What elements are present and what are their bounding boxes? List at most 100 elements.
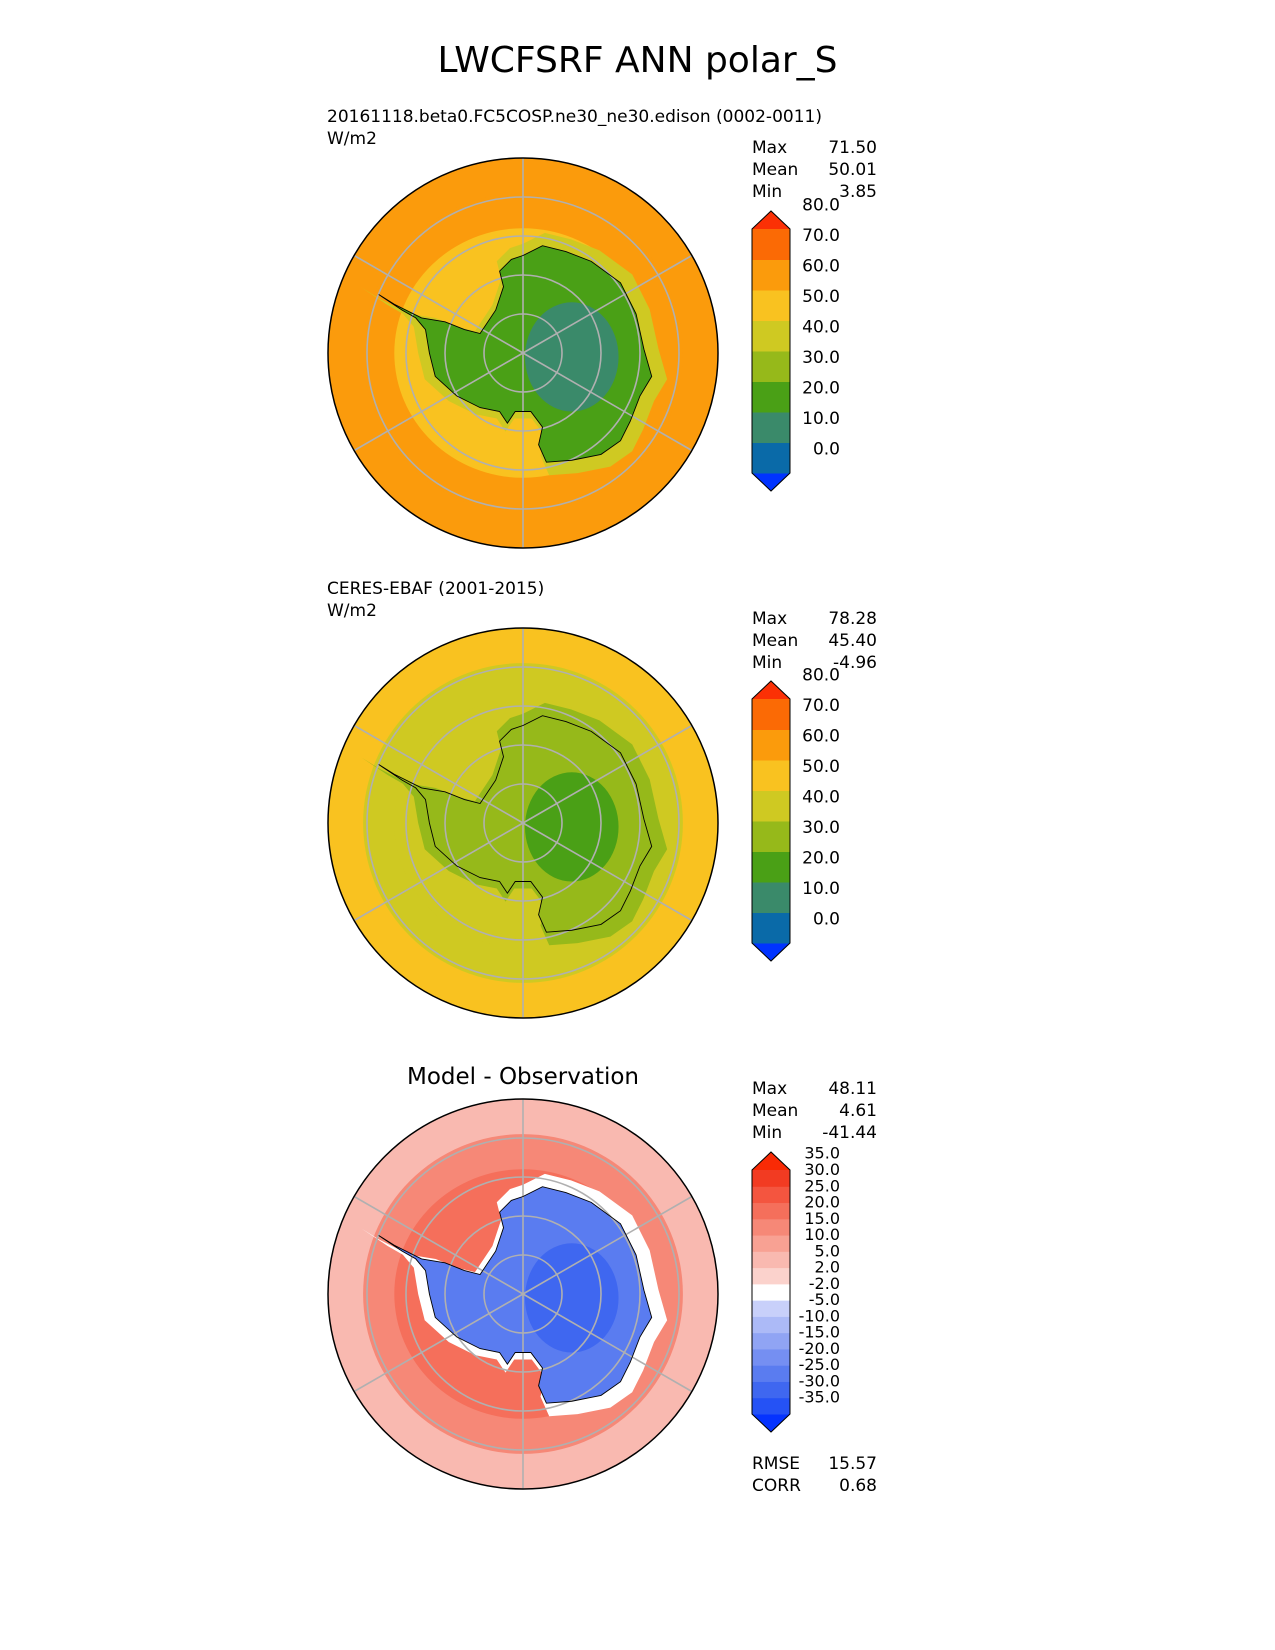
colorbar-extend-max <box>752 1152 790 1170</box>
stat-max-value: 78.28 <box>828 609 877 629</box>
colorbar-tick-label: -20.0 <box>799 1339 840 1358</box>
colorbar-swatch <box>752 442 790 474</box>
colorbar-swatch <box>752 381 790 413</box>
colorbar-swatch <box>752 760 790 791</box>
panel-2-title: CERES-EBAF (2001-2015) <box>327 579 545 599</box>
colorbar-tick-label: 40.0 <box>802 318 840 338</box>
meridian-line <box>353 724 524 824</box>
field-east-plateau <box>524 302 619 412</box>
graticule <box>353 158 693 548</box>
map-field <box>328 1099 718 1489</box>
colorbar-tick-label: 40.0 <box>802 788 840 808</box>
panel-2-colorbar: 0.0 10.0 20.0 30.0 40.0 50.0 60.0 70.0 80.0 <box>751 666 840 962</box>
colorbar-swatch <box>752 320 790 352</box>
colorbar-swatch <box>752 821 790 852</box>
colorbar-tick-label: 20.0 <box>804 1193 840 1212</box>
meridian-line <box>522 1195 693 1295</box>
colorbar-tick-label: 60.0 <box>802 257 840 277</box>
colorbar-tick-label: -10.0 <box>799 1306 840 1325</box>
panel-3-metrics: RMSE 15.57 CORR 0.68 <box>752 1453 877 1497</box>
stat-min-value: -4.96 <box>833 653 877 673</box>
map-field <box>328 158 718 548</box>
colorbar-tick-label: 60.0 <box>802 727 840 747</box>
colorbar-tick-label: -25.0 <box>799 1355 840 1374</box>
panel-2-polar-map <box>327 627 719 1019</box>
colorbar-outline <box>751 1151 791 1433</box>
colorbar-tick-label: 10.0 <box>802 879 840 899</box>
colorbar-tick-label: -15.0 <box>799 1323 840 1342</box>
coastline <box>378 245 653 463</box>
panel-2-stats: Max 78.28 Mean 45.40 Min -4.96 <box>752 608 877 674</box>
colorbar-swatch <box>752 259 790 291</box>
panel-3-colorbar: -35.0-30.0-25.0-20.0-15.0-10.0-5.0-2.02.… <box>751 1144 840 1433</box>
colorbar-swatch <box>752 790 790 822</box>
stat-max-label: Max <box>752 609 788 629</box>
corr-value: 0.68 <box>839 1476 877 1496</box>
panel-3-stats: Max 48.11 Mean 4.61 Min -41.44 <box>752 1078 877 1144</box>
colorbar-tick-label: -35.0 <box>799 1388 840 1407</box>
panel-1-units: W/m2 <box>327 129 377 149</box>
colorbar-swatch <box>752 1251 790 1269</box>
colorbar-tick-label: 0.0 <box>813 440 840 460</box>
colorbar-swatch <box>752 1365 790 1382</box>
colorbar-tick-label: -30.0 <box>799 1371 840 1390</box>
colorbar-swatch <box>752 1202 790 1220</box>
colorbar-tick-label: 70.0 <box>802 696 840 716</box>
colorbar-tick-label: 50.0 <box>802 287 840 307</box>
colorbar-tick-label: 35.0 <box>804 1144 840 1163</box>
colorbar-outline <box>751 210 791 492</box>
stat-min-label: Min <box>752 1123 783 1143</box>
colorbar-swatch <box>752 1283 790 1301</box>
colorbar-swatch <box>752 229 790 260</box>
colorbar-tick-label: -2.0 <box>809 1274 840 1293</box>
stat-mean-label: Mean <box>752 160 799 180</box>
colorbar-tick-label: 80.0 <box>802 196 840 216</box>
colorbar-tick-label: 80.0 <box>802 666 840 686</box>
colorbar-tick-label: 30.0 <box>802 348 840 368</box>
meridian-line <box>522 724 693 824</box>
colorbar-tick-label: 70.0 <box>802 226 840 246</box>
colorbar-swatch <box>752 1332 790 1350</box>
field-east-plateau <box>524 1243 619 1353</box>
colorbar-swatch <box>752 412 790 443</box>
colorbar-tick-label: 30.0 <box>804 1160 840 1179</box>
map-boundary <box>327 157 719 549</box>
meridian-line <box>522 1293 693 1393</box>
colorbar-tick-label: -5.0 <box>809 1290 840 1309</box>
map-boundary <box>327 627 719 1019</box>
stat-min-label: Min <box>752 653 783 673</box>
meridian-line <box>353 822 524 922</box>
colorbar-extend-min <box>752 1414 790 1432</box>
colorbar-swatch <box>752 1267 790 1285</box>
colorbar-tick-label: 30.0 <box>802 818 840 838</box>
colorbar-tick-label: 10.0 <box>802 409 840 429</box>
panel-3-title: Model - Observation <box>406 1064 640 1090</box>
colorbar-tick-label: 10.0 <box>804 1225 840 1244</box>
meridian-line <box>522 352 693 452</box>
stat-min-value: 3.85 <box>839 182 877 202</box>
colorbar-swatch <box>752 1316 790 1334</box>
stat-mean-value: 50.01 <box>828 160 877 180</box>
stat-mean-label: Mean <box>752 631 799 651</box>
colorbar-tick-label: 25.0 <box>804 1176 840 1195</box>
colorbar-swatch <box>752 1300 790 1317</box>
colorbar-tick-label: 50.0 <box>802 757 840 777</box>
map-boundary <box>327 1098 719 1490</box>
panel-1-colorbar: 0.0 10.0 20.0 30.0 40.0 50.0 60.0 70.0 80.0 <box>751 196 840 492</box>
colorbar-tick-label: 5.0 <box>815 1241 840 1260</box>
colorbar-swatch <box>752 290 790 321</box>
panel-1-polar-map <box>327 157 719 549</box>
field-east-plateau <box>524 772 619 882</box>
colorbar-outline <box>751 680 791 962</box>
panel-2-units: W/m2 <box>327 601 377 621</box>
rmse-value: 15.57 <box>828 1454 877 1474</box>
meridian-line <box>522 254 693 354</box>
colorbar-tick-label: 15.0 <box>804 1209 840 1228</box>
panel-3-polar-map <box>327 1098 719 1490</box>
stat-max-value: 48.11 <box>828 1079 877 1099</box>
colorbar-extend-min <box>752 943 790 961</box>
stat-min-label: Min <box>752 182 783 202</box>
corr-label: CORR <box>752 1476 801 1496</box>
colorbar-swatch <box>752 882 790 913</box>
colorbar-extend-max <box>752 211 790 229</box>
